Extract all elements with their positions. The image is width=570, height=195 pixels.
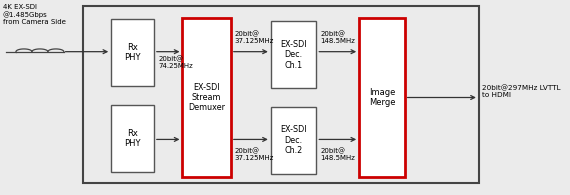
Text: EX-SDI
Stream
Demuxer: EX-SDI Stream Demuxer bbox=[188, 83, 225, 112]
Text: 20bit@297MHz LVTTL
to HDMI: 20bit@297MHz LVTTL to HDMI bbox=[482, 85, 560, 98]
Text: EX-SDI
Dec.
Ch.1: EX-SDI Dec. Ch.1 bbox=[280, 40, 307, 69]
Text: Rx
PHY: Rx PHY bbox=[124, 129, 141, 148]
Text: EX-SDI
Dec.
Ch.2: EX-SDI Dec. Ch.2 bbox=[280, 126, 307, 155]
Bar bbox=[111, 105, 154, 172]
Text: 20bit@
37.125MHz: 20bit@ 37.125MHz bbox=[235, 147, 274, 161]
Text: Image
Merge: Image Merge bbox=[369, 88, 395, 107]
Text: 20bit@
74.25MHz: 20bit@ 74.25MHz bbox=[158, 56, 193, 69]
Text: 20bit@
148.5MHz: 20bit@ 148.5MHz bbox=[320, 147, 355, 161]
Bar bbox=[271, 21, 316, 88]
Bar bbox=[83, 6, 479, 183]
Text: 4K EX-SDI
@1.485Gbps
from Camera Side: 4K EX-SDI @1.485Gbps from Camera Side bbox=[3, 4, 66, 25]
Bar bbox=[359, 18, 405, 177]
Text: 20bit@
37.125MHz: 20bit@ 37.125MHz bbox=[235, 30, 274, 44]
Bar bbox=[182, 18, 231, 177]
Bar bbox=[271, 107, 316, 174]
Text: 20bit@
148.5MHz: 20bit@ 148.5MHz bbox=[320, 30, 355, 44]
Text: Rx
PHY: Rx PHY bbox=[124, 43, 141, 62]
Bar bbox=[111, 20, 154, 86]
